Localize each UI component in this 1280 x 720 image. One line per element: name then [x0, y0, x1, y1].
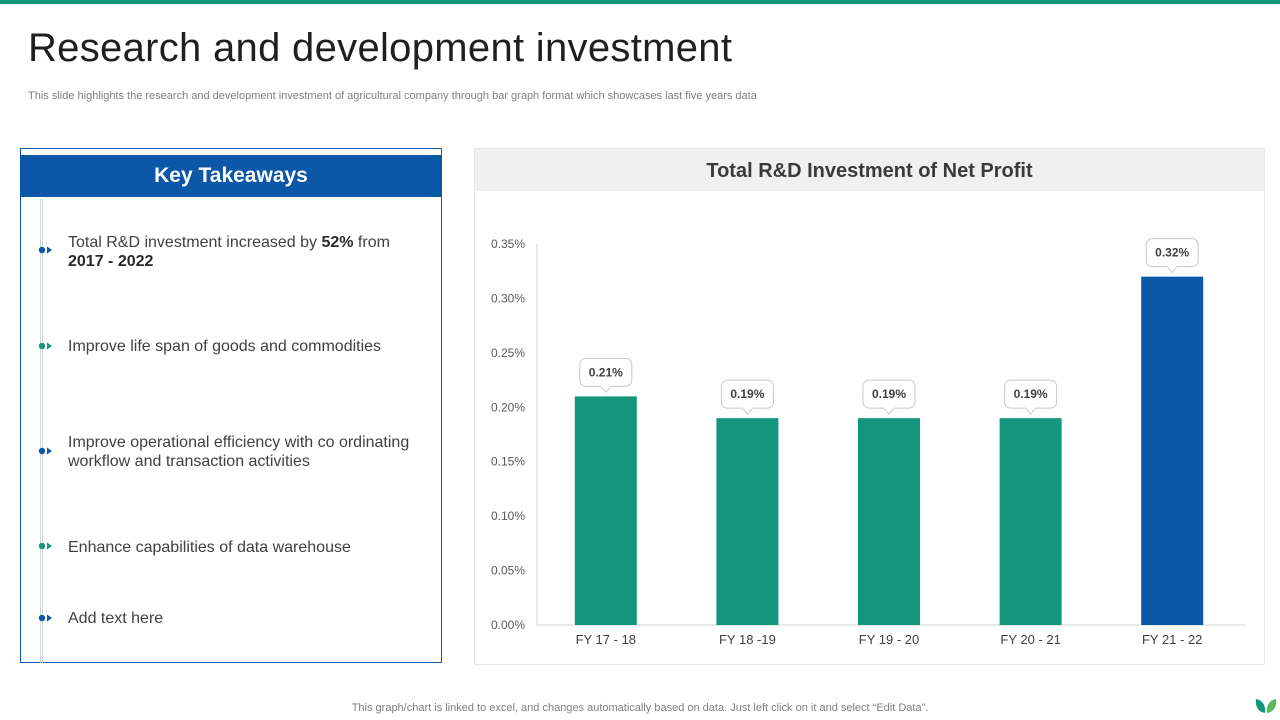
data-label-pointer	[600, 386, 612, 394]
bar	[716, 418, 779, 625]
y-tick-label: 0.10%	[491, 509, 525, 523]
x-tick-label: FY 17 - 18	[576, 632, 636, 647]
arrow-bullet-icon	[37, 541, 57, 551]
takeaway-item-1: Total R&D investment increased by 52% fr…	[68, 233, 428, 271]
y-tick-label: 0.00%	[491, 618, 525, 632]
arrow-bullet-icon	[37, 245, 57, 255]
takeaway-item-1-text: Total R&D investment increased by	[68, 234, 322, 251]
x-tick-label: FY 19 - 20	[859, 632, 919, 647]
data-label: 0.21%	[589, 365, 623, 379]
y-tick-label: 0.35%	[491, 237, 525, 251]
bar-chart: 0.00% 0.05% 0.10% 0.15% 0.20% 0.25% 0.30% 0.35%…	[491, 237, 1245, 647]
chart-panel: 0.00% 0.05% 0.10% 0.15% 0.20% 0.25% 0.30% 0.35%…	[474, 148, 1265, 665]
data-label-pointer	[742, 407, 753, 415]
data-label: 0.19%	[872, 387, 906, 401]
x-tick-label: FY 18 -19	[719, 632, 776, 647]
takeaway-item-1-percent: 52%	[321, 234, 354, 251]
data-label-pointer	[1166, 266, 1178, 274]
bar	[1141, 276, 1204, 625]
leaf-logo-icon	[1254, 695, 1278, 720]
page-title: Research and development investment	[28, 26, 733, 70]
y-tick-label: 0.15%	[491, 455, 525, 469]
page-subtitle: This slide highlights the research and d…	[28, 90, 757, 102]
arrow-bullet-icon	[37, 613, 57, 623]
data-label-pointer	[1025, 407, 1036, 415]
takeaway-item-3: Improve operational efficiency with co o…	[68, 434, 410, 470]
data-label-pointer	[883, 407, 895, 415]
key-takeaways-panel: Key Takeaways Total R&D investment incre…	[20, 148, 442, 663]
takeaway-item-1-years: 2017 - 2022	[68, 253, 154, 270]
x-tick-label: FY 20 - 21	[1000, 632, 1060, 647]
bar	[858, 418, 920, 625]
y-tick-label: 0.30%	[491, 291, 525, 305]
takeaway-item-1-middle: from	[353, 234, 390, 251]
data-label: 0.19%	[730, 387, 764, 401]
y-tick-label: 0.25%	[491, 346, 525, 360]
chart-title: Total R&D Investment of Net Profit	[475, 149, 1264, 191]
arrow-bullet-icon	[37, 446, 57, 456]
key-takeaways-header: Key Takeaways	[21, 155, 441, 197]
takeaway-item-2: Improve life span of goods and commoditi…	[68, 338, 382, 355]
timeline-line	[40, 199, 43, 663]
takeaway-item-5: Add text here	[68, 610, 164, 627]
data-label: 0.32%	[1155, 246, 1189, 260]
footer-note: This graph/chart is linked to excel, and…	[351, 702, 929, 714]
arrow-bullet-icon	[37, 341, 57, 351]
y-tick-label: 0.20%	[491, 400, 525, 414]
y-tick-label: 0.05%	[491, 564, 525, 578]
bar	[574, 396, 637, 625]
data-label: 0.19%	[1014, 387, 1048, 401]
top-accent-bar	[0, 0, 1280, 4]
takeaway-item-4: Enhance capabilities of data warehouse	[68, 539, 351, 556]
x-tick-label: FY 21 - 22	[1142, 632, 1202, 647]
bar	[999, 418, 1062, 625]
